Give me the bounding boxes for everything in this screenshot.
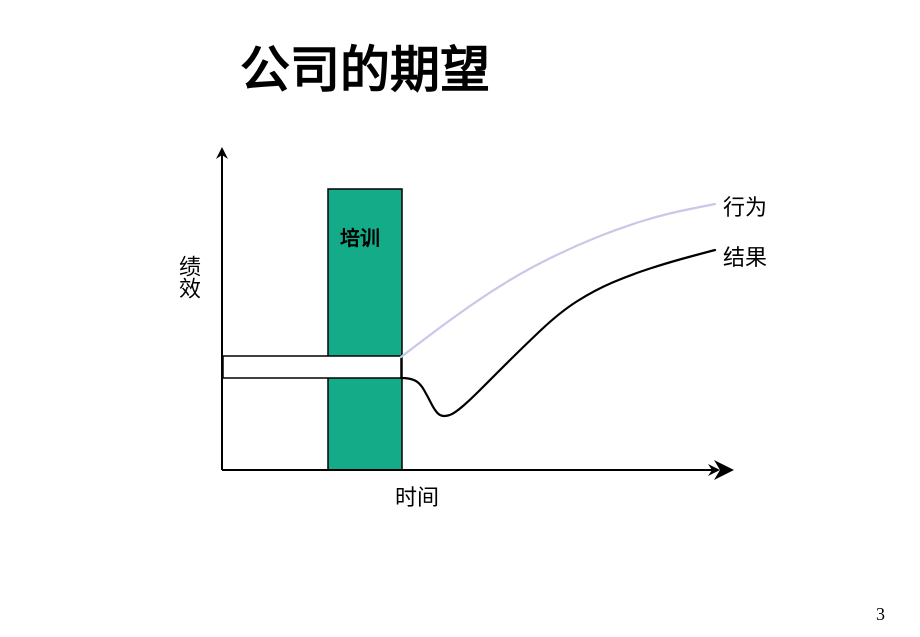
x-axis-label: 时间	[395, 480, 439, 512]
series-label-behavior: 行为	[723, 190, 767, 222]
page-number: 3	[876, 604, 885, 625]
y-axis-label: 绩效	[172, 255, 204, 299]
training-bar-label: 培训	[340, 222, 380, 251]
slide: 公司的期望 绩效 时间 培训 行为 结果 3	[0, 0, 920, 637]
series-label-result: 结果	[723, 240, 767, 272]
chart-canvas	[0, 0, 920, 637]
